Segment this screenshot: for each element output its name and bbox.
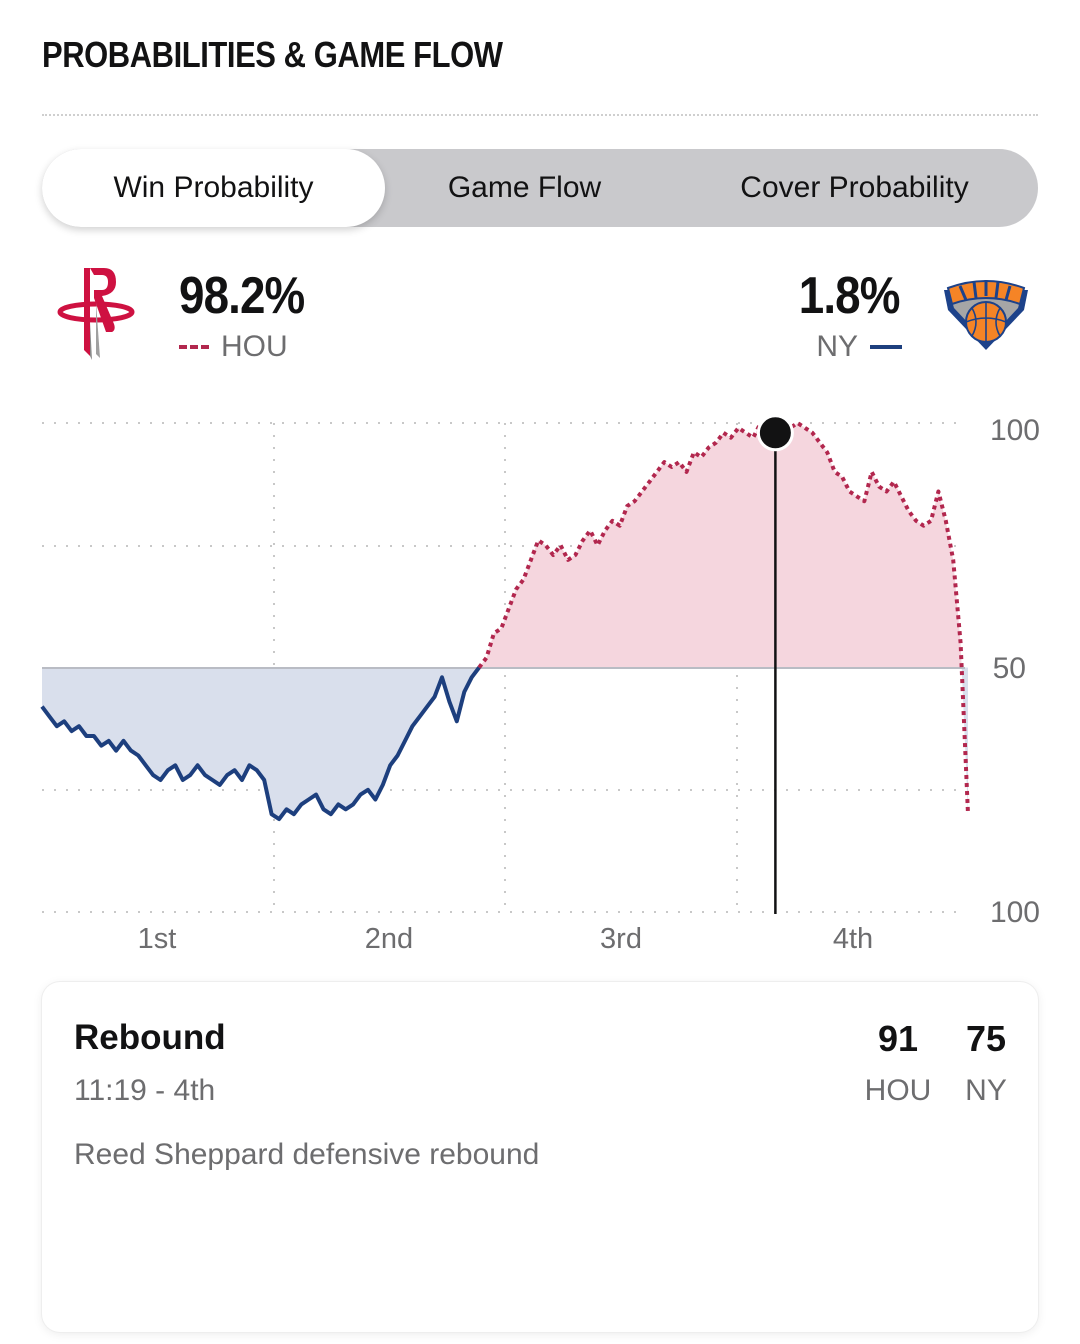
x-label-3rd: 3rd [600,923,642,955]
away-probability-area [42,667,968,820]
divider [42,114,1038,116]
tab-game-flow[interactable]: Game Flow [447,171,602,204]
home-team-legend: HOU [179,330,288,364]
play-detail-card[interactable]: Rebound 11:19 - 4th Reed Sheppard defens… [42,982,1038,1332]
section-title: PROBABILITIES & GAME FLOW [42,34,503,75]
away-team-abbr: NY [816,330,858,363]
scrubber-handle[interactable] [756,414,794,452]
play-type: Rebound [74,1018,226,1057]
play-time: 11:19 - 4th [74,1074,216,1107]
chart-type-switcher: Win Probability Game Flow Cover Probabil… [42,149,1038,227]
knicks-logo [944,280,1028,350]
away-score: 75 [965,1018,1007,1059]
play-description: Reed Sheppard defensive rebound [74,1138,540,1171]
home-score-label: HOU [864,1074,932,1107]
win-probability-chart[interactable]: 100 50 100 1st 2nd 3rd 4th [0,400,1080,960]
home-legend-dash [179,345,209,349]
y-tick-top: 100 [990,414,1040,447]
y-tick-mid: 50 [993,652,1026,685]
away-team-legend: NY [816,330,902,364]
home-probability-area [42,423,968,668]
home-score: 91 [877,1018,919,1059]
y-tick-bottom: 100 [990,896,1040,929]
away-legend-line [870,345,902,349]
home-probability-line [477,421,970,815]
away-score-label: NY [965,1074,1007,1107]
away-win-probability: 1.8% [799,267,901,325]
x-label-2nd: 2nd [365,923,413,955]
home-win-probability: 98.2% [179,267,305,325]
tab-cover-probability[interactable]: Cover Probability [740,171,969,204]
rockets-logo [57,268,135,360]
home-team-abbr: HOU [221,330,288,363]
tab-win-probability[interactable]: Win Probability [42,149,385,227]
x-label-1st: 1st [138,923,177,955]
x-label-4th: 4th [833,923,873,955]
